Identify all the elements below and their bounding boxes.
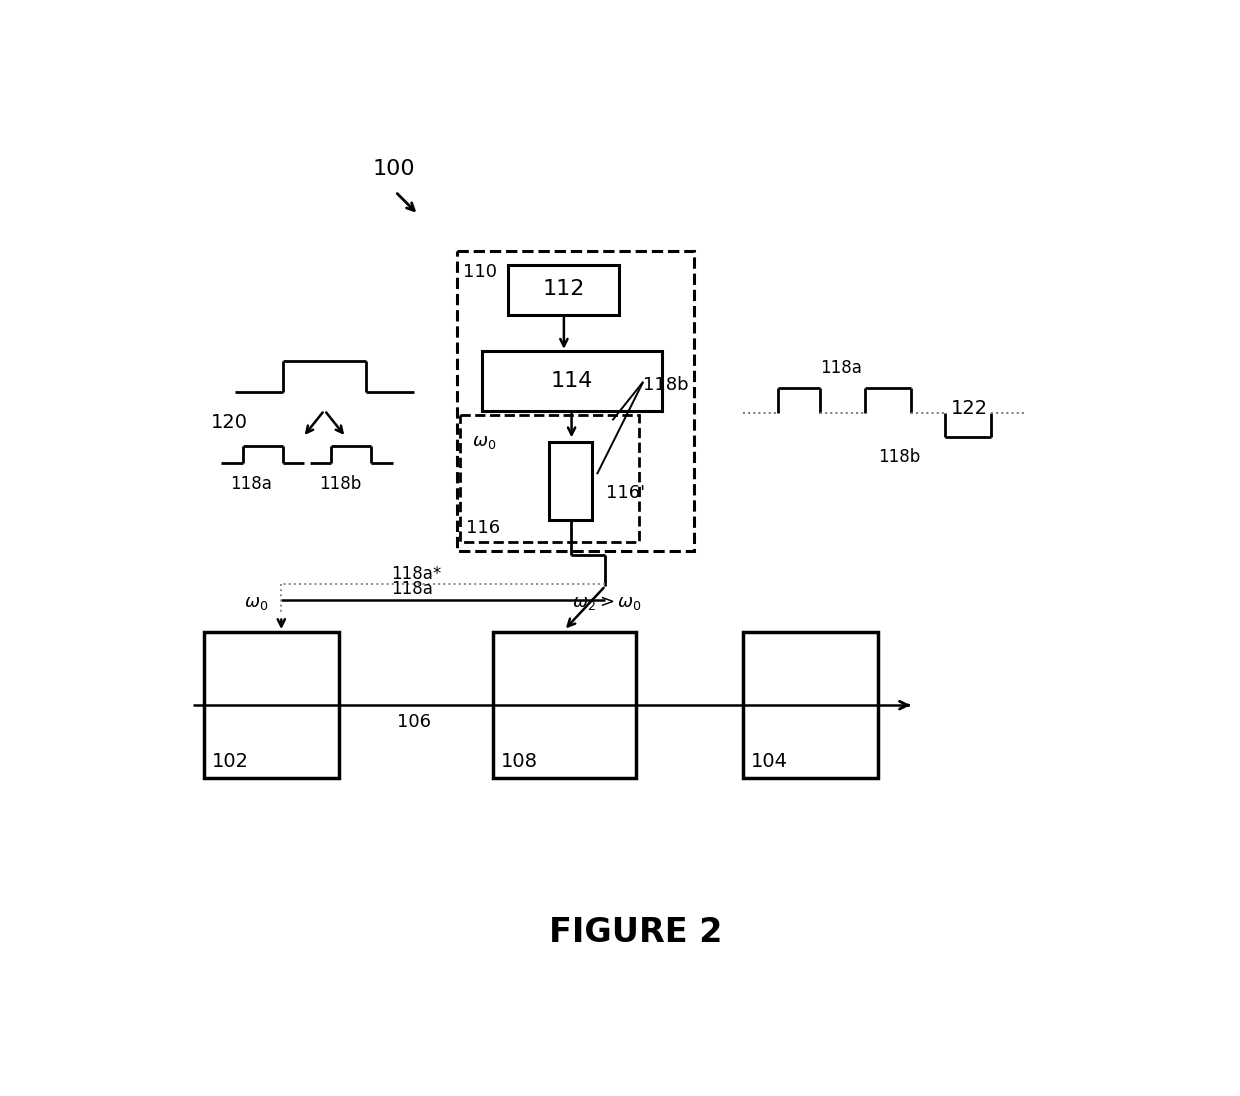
Text: 118b: 118b bbox=[644, 376, 689, 395]
Bar bbox=[460, 415, 640, 541]
Text: 118a: 118a bbox=[821, 359, 862, 377]
Text: 102: 102 bbox=[212, 752, 249, 770]
Bar bbox=[494, 632, 635, 778]
Text: 118a: 118a bbox=[391, 580, 433, 598]
Text: 122: 122 bbox=[951, 399, 988, 419]
Text: 112: 112 bbox=[543, 279, 585, 299]
Text: 118b: 118b bbox=[319, 475, 361, 493]
Text: FIGURE 2: FIGURE 2 bbox=[549, 916, 722, 949]
Bar bbox=[508, 265, 619, 315]
Text: $\omega_0$: $\omega_0$ bbox=[472, 433, 496, 452]
Text: 116: 116 bbox=[466, 520, 500, 537]
Text: 108: 108 bbox=[501, 752, 538, 770]
Text: 104: 104 bbox=[751, 752, 787, 770]
Bar bbox=[549, 442, 593, 521]
Text: 106: 106 bbox=[397, 712, 430, 731]
Text: 118a: 118a bbox=[231, 475, 273, 493]
Text: 100: 100 bbox=[372, 159, 415, 180]
Bar bbox=[481, 351, 662, 411]
Text: 116': 116' bbox=[606, 484, 645, 502]
Text: 118a*: 118a* bbox=[391, 564, 441, 583]
Text: 118b: 118b bbox=[878, 448, 920, 466]
Bar bbox=[456, 251, 694, 551]
Text: 110: 110 bbox=[463, 263, 497, 282]
Text: $\omega_0$: $\omega_0$ bbox=[244, 594, 269, 612]
Text: $\omega_2 > \omega_0$: $\omega_2 > \omega_0$ bbox=[572, 594, 641, 612]
Bar bbox=[743, 632, 878, 778]
Bar bbox=[205, 632, 339, 778]
Text: 120: 120 bbox=[211, 413, 248, 432]
Text: 114: 114 bbox=[551, 372, 593, 391]
